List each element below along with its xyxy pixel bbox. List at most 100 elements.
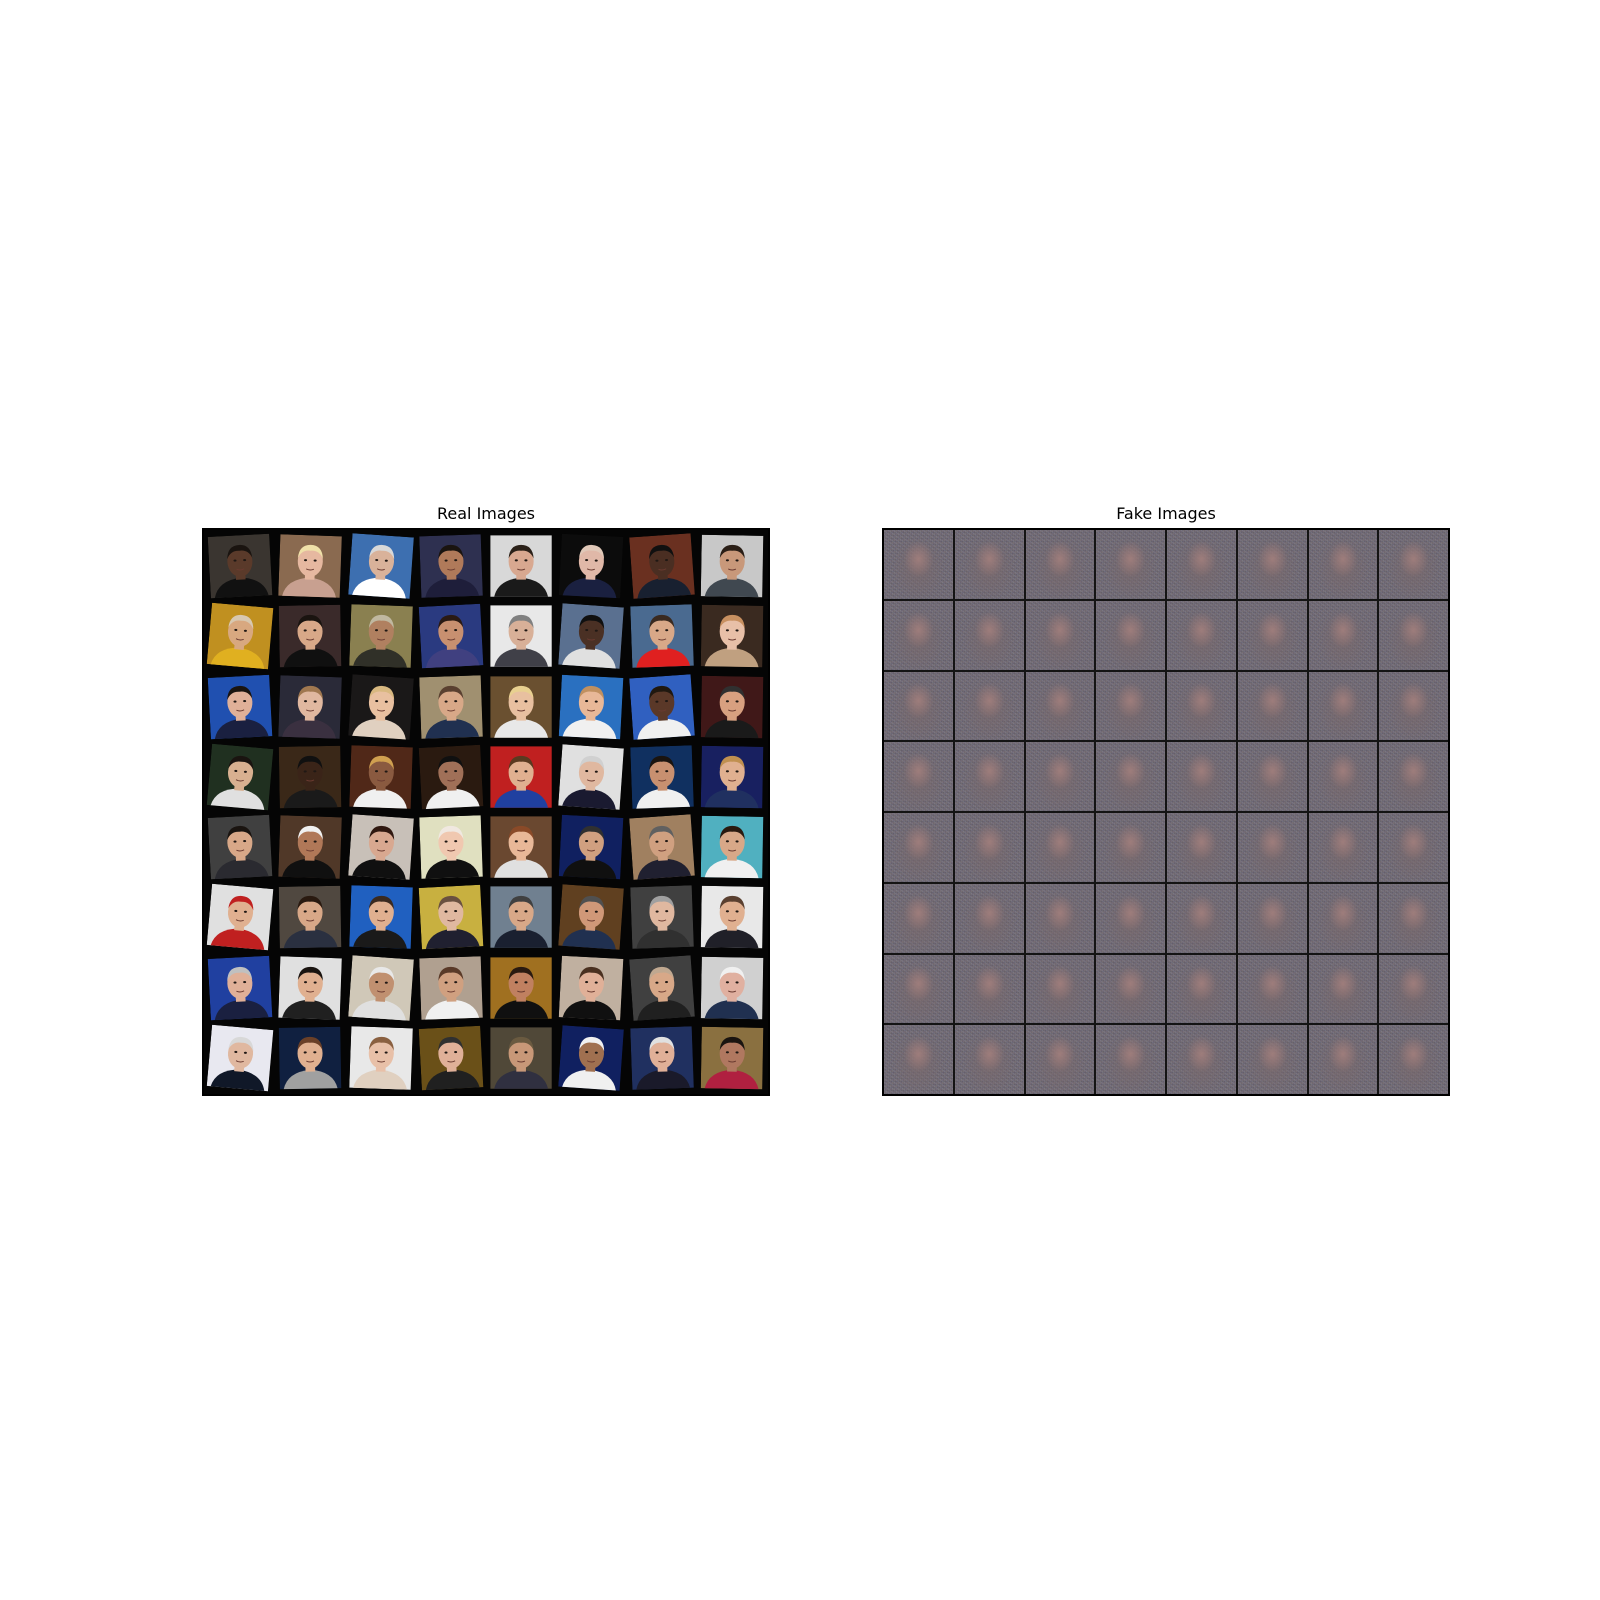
fake-image-tile	[1025, 742, 1095, 811]
fake-image-tile	[1167, 954, 1236, 1024]
fake-image-tile	[1167, 742, 1236, 811]
real-image-tile	[700, 956, 764, 1019]
real-image-tile	[558, 884, 625, 951]
fake-image-tile	[1237, 530, 1307, 599]
fake-image-tile	[1379, 671, 1448, 741]
real-image-tile	[558, 533, 624, 599]
real-image-tile	[348, 885, 413, 950]
fake-image-tile	[1096, 600, 1165, 670]
real-image-tile	[628, 954, 695, 1021]
real-image-tile	[418, 603, 484, 669]
real-image-tile	[207, 955, 273, 1021]
real-image-tile	[558, 814, 624, 880]
fake-image-tile	[1308, 954, 1378, 1024]
real-image-tile	[347, 533, 414, 600]
fake-image-tile	[1096, 883, 1165, 953]
fake-image-tile	[1025, 813, 1095, 882]
real-image-tile	[279, 886, 342, 949]
fake-image-tile	[884, 813, 953, 882]
real-image-tile	[347, 673, 414, 740]
real-image-tile	[278, 815, 343, 880]
real-images-panel: Real Images	[202, 500, 770, 1096]
fake-image-tile	[1025, 530, 1095, 599]
real-image-tile	[347, 954, 414, 1021]
real-image-tile	[207, 674, 273, 740]
real-image-tile	[628, 533, 695, 600]
real-image-tile	[418, 884, 484, 950]
fake-image-tile	[954, 954, 1024, 1024]
real-image-tile	[629, 885, 694, 950]
real-image-tile	[490, 675, 552, 738]
real-image-tile	[700, 605, 764, 668]
fake-images-panel: Fake Images	[882, 500, 1450, 1096]
real-image-tile	[418, 1025, 484, 1091]
real-image-tile	[490, 535, 552, 597]
real-image-tile	[207, 533, 273, 599]
fake-image-tile	[1237, 600, 1307, 670]
real-image-tile	[279, 1026, 342, 1090]
fake-image-tile	[1167, 813, 1236, 882]
real-image-tile	[418, 674, 483, 739]
real-image-tile	[418, 815, 483, 880]
real-image-tile	[279, 605, 342, 668]
real-image-tile	[629, 604, 694, 669]
fake-image-tile	[1308, 742, 1378, 811]
real-images-title: Real Images	[436, 504, 536, 523]
fake-image-tile	[1379, 742, 1448, 811]
fake-image-tile	[954, 742, 1024, 811]
fake-image-tile	[884, 671, 953, 741]
real-image-tile	[490, 956, 552, 1019]
fake-image-tile	[954, 671, 1024, 741]
real-image-tile	[207, 814, 273, 880]
fake-image-tile	[1167, 883, 1236, 953]
fake-image-tile	[1308, 1025, 1378, 1094]
real-image-tile	[628, 673, 695, 740]
fake-image-tile	[1167, 600, 1236, 670]
real-image-tile	[206, 883, 274, 951]
fake-image-tile	[1308, 600, 1378, 670]
real-image-tile	[700, 534, 764, 598]
fake-image-tile	[1096, 813, 1165, 882]
fake-image-tile	[884, 600, 953, 670]
real-image-tile	[558, 743, 625, 810]
fake-images-title: Fake Images	[1116, 504, 1216, 523]
fake-image-tile	[1379, 600, 1448, 670]
real-image-tile	[206, 743, 274, 811]
fake-image-tile	[1237, 954, 1307, 1024]
fake-image-tile	[1379, 954, 1448, 1024]
fake-image-tile	[1096, 954, 1165, 1024]
real-image-tile	[700, 745, 764, 809]
fake-image-tile	[1096, 530, 1165, 599]
real-image-tile	[206, 1024, 274, 1092]
fake-image-tile	[1096, 1025, 1165, 1094]
fake-image-tile	[1379, 813, 1448, 882]
fake-image-tile	[1096, 742, 1165, 811]
fake-image-tile	[1308, 813, 1378, 882]
fake-image-tile	[1237, 813, 1307, 882]
fake-image-tile	[1237, 1025, 1307, 1094]
fake-image-tile	[954, 883, 1024, 953]
real-image-tile	[490, 816, 552, 878]
fake-image-tile	[1308, 671, 1378, 741]
fake-image-tile	[1167, 530, 1236, 599]
real-image-tile	[629, 744, 694, 809]
real-image-tile	[278, 955, 343, 1020]
fake-images-grid	[882, 528, 1450, 1096]
real-images-grid	[202, 528, 770, 1096]
fake-image-tile	[884, 742, 953, 811]
fake-image-tile	[1308, 530, 1378, 599]
real-image-tile	[490, 605, 552, 668]
fake-image-tile	[1025, 600, 1095, 670]
real-image-tile	[628, 814, 695, 881]
real-image-tile	[700, 1026, 764, 1090]
fake-image-tile	[1379, 883, 1448, 953]
real-image-tile	[278, 534, 343, 599]
fake-image-tile	[954, 530, 1024, 599]
real-image-tile	[278, 674, 343, 739]
fake-image-tile	[884, 530, 953, 599]
fake-image-tile	[1025, 671, 1095, 741]
fake-image-tile	[1025, 883, 1095, 953]
real-image-tile	[558, 1024, 625, 1091]
real-image-tile	[490, 746, 552, 808]
real-image-tile	[490, 886, 552, 949]
